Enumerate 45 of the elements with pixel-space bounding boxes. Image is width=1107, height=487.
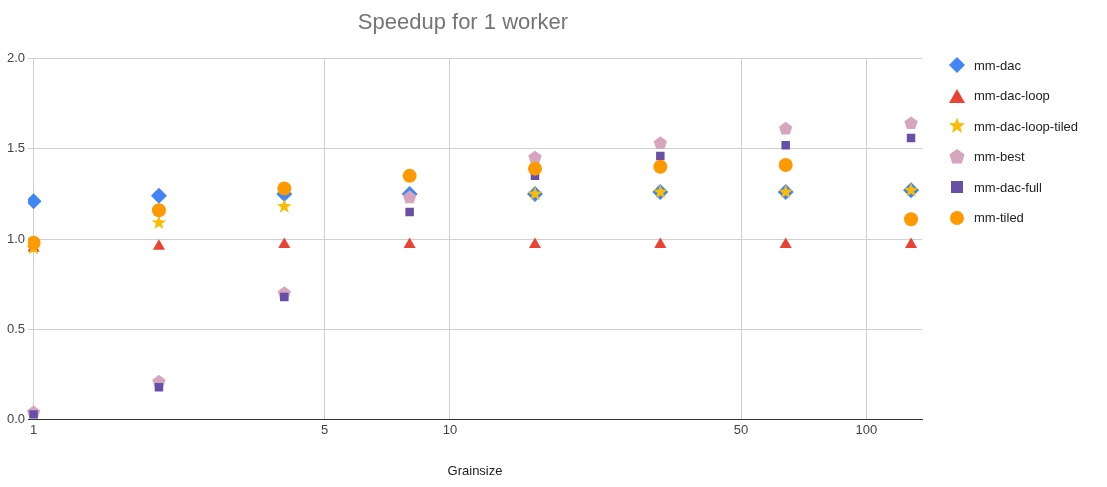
legend-label: mm-dac-full [974, 179, 1042, 195]
y-tick-label: 1.5 [6, 140, 26, 156]
chart-title: Speedup for 1 worker [357, 9, 569, 35]
y-tick-label: 2.0 [6, 49, 26, 65]
point [779, 121, 793, 135]
point [403, 237, 416, 249]
point [28, 235, 41, 250]
x-tick-label: 50 [733, 422, 749, 438]
point [779, 237, 792, 249]
point [277, 181, 292, 196]
legend-label: mm-best [974, 149, 1025, 165]
legend-label: mm-dac-loop [974, 88, 1050, 104]
point [904, 116, 918, 130]
point [527, 161, 542, 176]
legend-label: mm-tiled [974, 210, 1024, 226]
x-tick-label: 10 [442, 422, 458, 438]
point [151, 203, 166, 218]
point [405, 207, 414, 217]
x-tick-label: 100 [855, 422, 878, 438]
x-tick-label: 1 [29, 422, 38, 438]
legend-label: mm-dac [974, 57, 1021, 73]
point [654, 237, 667, 249]
point [150, 187, 167, 204]
point [402, 168, 417, 183]
point [278, 237, 291, 249]
y-tick-label: 1.0 [6, 230, 26, 246]
y-tick-label: 0.0 [6, 411, 26, 427]
point [904, 212, 919, 227]
point [656, 151, 665, 161]
point [151, 215, 167, 230]
point [778, 158, 793, 173]
point [528, 237, 542, 249]
y-tick-label: 0.5 [6, 321, 26, 337]
legend-label: mm-dac-loop-tiled [974, 118, 1079, 134]
point [152, 239, 165, 250]
point [904, 237, 918, 249]
point [781, 140, 790, 150]
x-tick-label: 5 [321, 422, 329, 438]
point [154, 383, 164, 392]
point [528, 150, 542, 164]
point [653, 159, 668, 174]
point [276, 198, 292, 213]
x-axis-title: Grainsize [447, 462, 503, 478]
point [653, 136, 667, 149]
point [280, 292, 289, 302]
